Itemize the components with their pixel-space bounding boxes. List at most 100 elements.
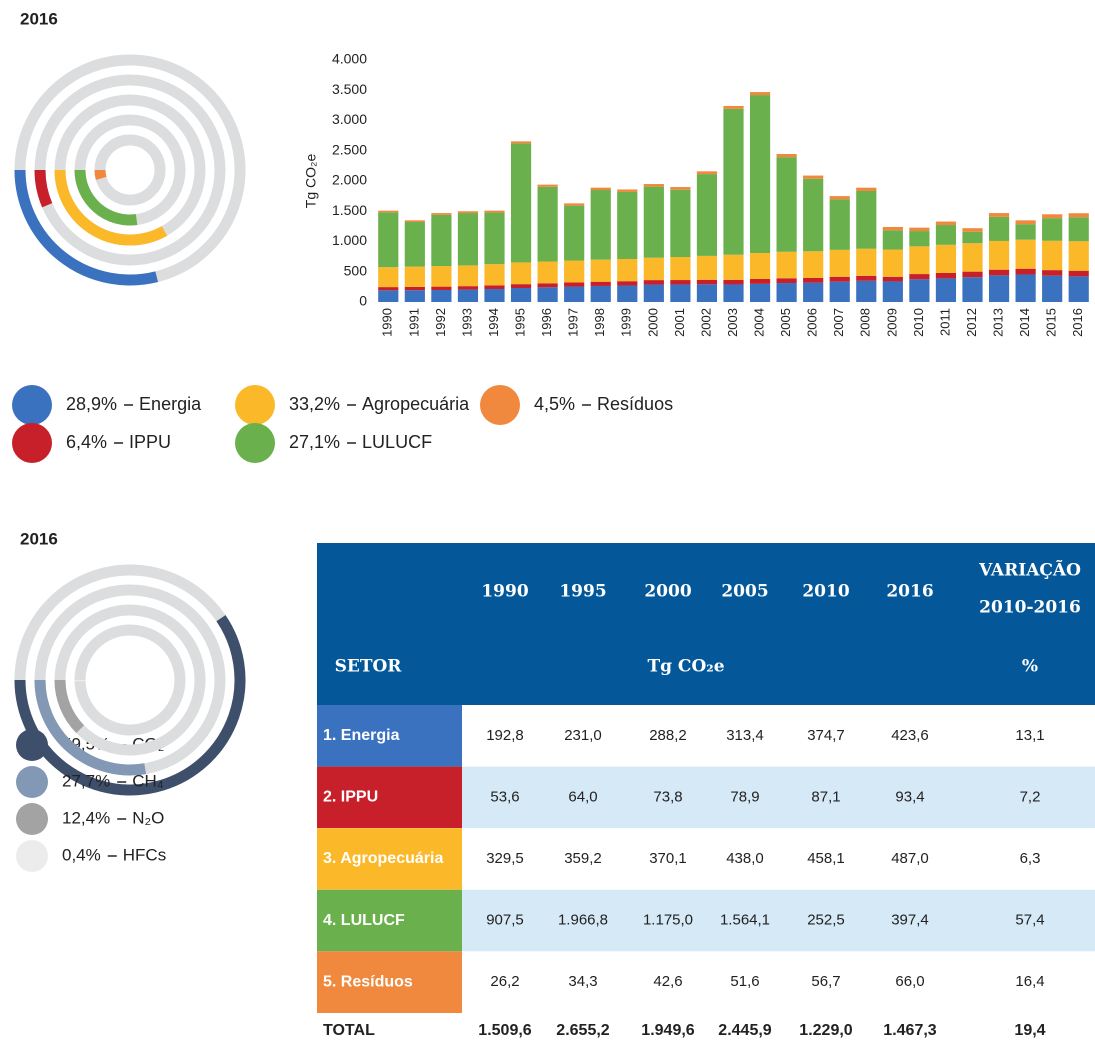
table-cell: 1.564,1 (720, 912, 770, 929)
legend-name: CH₄ (132, 771, 164, 790)
legend-value: 28,9% (66, 394, 117, 414)
total-cell: 1.229,0 (799, 1022, 852, 1039)
bar-segment (935, 221, 957, 226)
y-tick-label: 2.000 (332, 172, 367, 188)
bar-segment (431, 213, 452, 215)
bar-segment (457, 286, 479, 290)
sector-label: 4. LULUCF (323, 912, 405, 929)
bar-segment (537, 186, 558, 262)
bar-segment (723, 254, 744, 280)
legend-swatch (12, 385, 52, 425)
legend-name: IPPU (129, 432, 171, 452)
bar-segment (643, 257, 664, 281)
bar-segment (856, 190, 877, 249)
bar-segment (484, 288, 505, 302)
bar-segment (378, 212, 399, 268)
bar-segment (696, 279, 718, 285)
sector-label: 1. Energia (323, 727, 400, 744)
legend-swatch (480, 385, 520, 425)
legend-value: 27,7% (62, 771, 110, 790)
bar-segment (404, 266, 425, 287)
column-header: SETOR (335, 657, 403, 677)
table-cell: 487,0 (891, 850, 929, 867)
legend-value: 12,4% (62, 808, 110, 827)
bar-segment (696, 284, 718, 302)
bar-segment (935, 225, 957, 245)
bar-segment (643, 284, 664, 302)
bar-segment (484, 210, 505, 213)
table-cell: 288,2 (649, 727, 687, 744)
bar-segment (378, 267, 399, 288)
legend-value: 33,2% (289, 394, 340, 414)
x-tick-label: 1998 (592, 308, 607, 337)
total-cell: 1.509,6 (478, 1022, 531, 1039)
column-header: VARIAÇÃO (978, 559, 1081, 581)
y-tick-label: 3.500 (332, 81, 367, 97)
bar-segment (829, 276, 850, 282)
legend-value: 4,5% (534, 394, 575, 414)
table-cell: 26,2 (490, 973, 519, 990)
bar-segment (776, 154, 797, 158)
bar-segment (909, 246, 930, 275)
bar-segment (378, 287, 399, 291)
bar-segment (1042, 270, 1063, 276)
x-tick-label: 2007 (831, 308, 846, 337)
bar-segment (484, 264, 505, 286)
table-cell: 458,1 (807, 850, 845, 867)
bar-segment (909, 274, 930, 280)
bar-segment (404, 220, 425, 223)
ring-arc (74, 169, 138, 226)
bar-segment (909, 279, 930, 302)
table-cell: 87,1 (811, 788, 840, 805)
bar-segment (1015, 224, 1036, 240)
bar-segment (510, 143, 532, 263)
legend-swatch (16, 766, 48, 798)
bar-segment (670, 187, 691, 190)
x-tick-label: 2010 (911, 308, 926, 337)
x-tick-label: 2002 (698, 308, 713, 337)
total-cell: 1.949,6 (641, 1022, 694, 1039)
table-cell: 66,0 (895, 973, 924, 990)
table-cell: 34,3 (568, 973, 597, 990)
bar-segment (749, 95, 771, 253)
table-cell: 252,5 (807, 912, 845, 929)
bar-segment (1068, 270, 1089, 277)
total-cell: 2.655,2 (556, 1022, 609, 1039)
ring-arc (34, 679, 147, 776)
bar-segment (1015, 268, 1036, 275)
table-cell: 57,4 (1015, 912, 1044, 929)
bar-segment (484, 285, 505, 289)
bar-segment (590, 281, 611, 286)
column-header: Tg CO₂e (647, 657, 724, 677)
bar-segment (643, 280, 664, 285)
bar-segment (1042, 240, 1063, 271)
legend-name: Energia (139, 394, 202, 414)
bar-segment (749, 279, 771, 284)
bar-segment (962, 271, 983, 278)
column-header: 2000 (644, 582, 691, 602)
bar-segment (749, 283, 771, 302)
x-tick-label: 2000 (645, 308, 660, 337)
bar-segment (988, 213, 1010, 217)
y-tick-label: 1.500 (332, 202, 367, 218)
table-cell: 231,0 (564, 727, 602, 744)
y-tick-label: 3.000 (332, 111, 367, 127)
ring-arc (94, 169, 107, 180)
bar-segment (723, 105, 744, 109)
x-tick-label: 1999 (619, 308, 634, 337)
bar-segment (378, 290, 399, 302)
bar-segment (617, 191, 638, 259)
bar-segment (670, 284, 691, 302)
bar-segment (803, 178, 824, 252)
ring-track (34, 74, 226, 266)
total-label: TOTAL (323, 1022, 375, 1039)
bar-segment (404, 286, 425, 291)
table-cell: 1.175,0 (643, 912, 693, 929)
legend-swatch (235, 423, 275, 463)
chart-title: 2016 (20, 9, 58, 28)
table-cell: 13,1 (1015, 727, 1044, 744)
bar-segment (670, 280, 691, 285)
sector-cell (317, 705, 462, 767)
bar-segment (988, 269, 1010, 276)
bar-segment (431, 214, 452, 267)
